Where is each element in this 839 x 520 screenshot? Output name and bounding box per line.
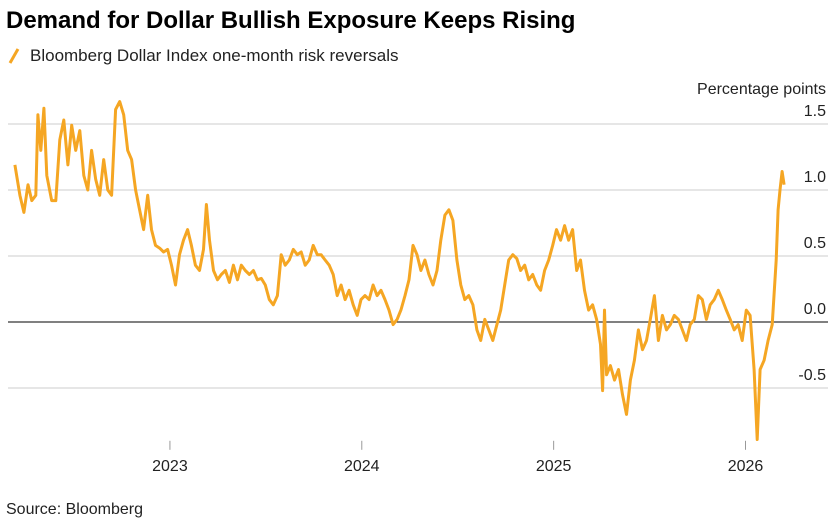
y-tick-label: 0.0 [804, 301, 826, 318]
data-line [13, 100, 786, 441]
x-tick-label: 2024 [344, 458, 380, 475]
y-tick-label: 1.0 [804, 169, 826, 186]
x-tick-label: 2025 [536, 458, 572, 475]
y-tick-label: 1.5 [804, 103, 826, 120]
x-tick-label: 2026 [728, 458, 764, 475]
legend-label: Bloomberg Dollar Index one-month risk re… [30, 46, 399, 65]
legend-swatch [8, 48, 20, 64]
y-tick-label: 0.5 [804, 235, 826, 252]
y-axis-label: Percentage points [697, 81, 826, 98]
x-tick-label: 2023 [152, 458, 188, 475]
source: Source: Bloomberg [6, 501, 143, 518]
chart-title: Demand for Dollar Bullish Exposure Keeps… [6, 7, 575, 34]
y-tick-label: -0.5 [798, 367, 826, 384]
